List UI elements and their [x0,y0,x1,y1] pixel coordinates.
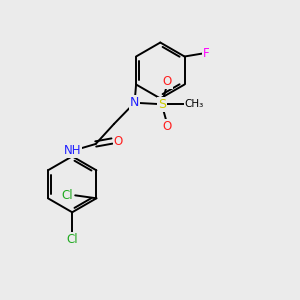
Text: NH: NH [63,144,81,157]
Text: O: O [162,120,172,134]
Text: N: N [130,96,139,109]
Text: Cl: Cl [61,189,73,202]
Text: CH₃: CH₃ [184,99,204,109]
Text: S: S [158,98,166,111]
Text: O: O [114,134,123,148]
Text: Cl: Cl [66,233,78,246]
Text: O: O [162,75,172,88]
Text: F: F [203,47,210,60]
